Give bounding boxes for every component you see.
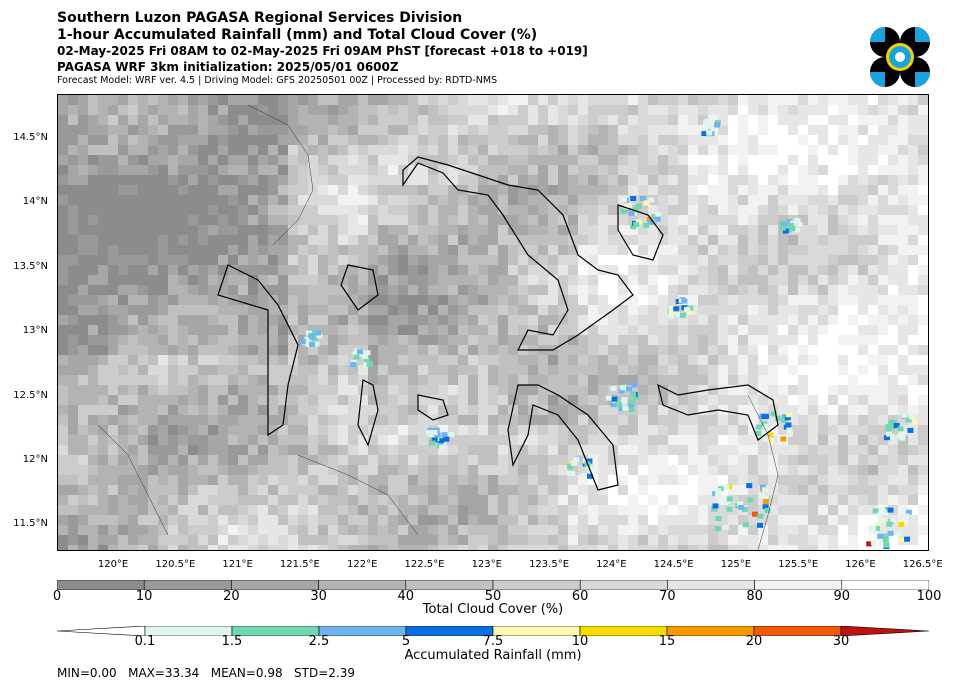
rainfall-swatch	[753, 626, 842, 636]
longitude-label: 122°E	[346, 559, 378, 570]
cloud-cover-swatch	[492, 580, 581, 590]
latitude-label: 13°N	[22, 325, 48, 337]
rainfall-under-swatch	[57, 626, 146, 636]
longitude-label: 123°E	[471, 559, 502, 570]
cloud-cover-field	[58, 95, 928, 550]
latitude-label: 12.5°N	[13, 389, 48, 401]
coastlines	[217, 156, 779, 491]
cloud-cover-swatch	[405, 580, 494, 590]
cloud-cover-swatch	[318, 580, 407, 590]
cloud-cover-tick: 80	[746, 589, 763, 604]
rainfall-tick: 0.1	[134, 634, 156, 649]
pagasa-logo	[870, 27, 930, 87]
rainfall-tick: 30	[832, 634, 850, 649]
rainfall-tick: 5	[401, 634, 411, 649]
boundary-lines	[97, 104, 779, 550]
rainfall-swatch	[318, 626, 407, 636]
longitude-label: 126.5°E	[902, 559, 943, 570]
map-subtitle: 1-hour Accumulated Rainfall (mm) and Tot…	[57, 27, 538, 43]
latitude-label: 13.5°N	[13, 260, 48, 272]
rainfall-tick: 10	[571, 634, 589, 649]
statistics-summary: MIN=0.00 MAX=33.34 MEAN=0.98 STD=2.39	[57, 666, 356, 680]
latitude-label: 11.5°N	[13, 518, 48, 530]
latitude-label: 14.5°N	[13, 132, 48, 144]
rainfall-swatch	[492, 626, 581, 636]
cloud-cover-tick: 90	[833, 589, 851, 604]
cloud-cover-tick: 20	[223, 589, 240, 604]
rainfall-over-swatch	[840, 626, 929, 636]
cloud-cover-tick: 40	[397, 589, 415, 604]
rainfall-tick: 2.5	[308, 634, 330, 649]
longitude-label: 122.5°E	[404, 559, 445, 570]
cloud-cover-tick: 70	[659, 589, 676, 604]
rainfall-tick: 1.5	[221, 634, 243, 649]
cloud-cover-tick: 30	[310, 589, 327, 604]
cloud-cover-tick: 10	[135, 589, 153, 604]
rainfall-swatch	[144, 626, 233, 636]
cloud-cover-colorbar	[57, 580, 929, 590]
cloud-cover-swatch	[231, 580, 319, 590]
rainfall-swatch	[666, 626, 755, 636]
longitude-label: 123.5°E	[529, 559, 570, 570]
cloud-cover-title: Total Cloud Cover (%)	[422, 602, 564, 617]
rainfall-swatch	[405, 626, 494, 636]
model-initialization: PAGASA WRF 3km initialization: 2025/05/0…	[57, 60, 399, 74]
longitude-label: 120.5°E	[155, 559, 196, 570]
cloud-cover-swatch	[143, 580, 232, 590]
longitude-label: 121.5°E	[279, 559, 320, 570]
cloud-cover-swatch	[667, 580, 755, 590]
longitude-label: 124°E	[596, 559, 627, 570]
latitude-label: 14°N	[22, 196, 48, 208]
cloud-cover-tick: 50	[484, 589, 502, 604]
cloud-cover-tick: 100	[916, 589, 942, 604]
longitude-label: 126°E	[845, 559, 876, 570]
map-title: Southern Luzon PAGASA Regional Services …	[57, 10, 463, 26]
forecast-period: 02-May-2025 Fri 08AM to 02-May-2025 Fri …	[57, 44, 588, 58]
longitude-label: 121°E	[222, 559, 253, 570]
model-credits: Forecast Model: WRF ver. 4.5 | Driving M…	[57, 75, 498, 86]
cloud-cover-swatch	[754, 580, 843, 590]
latitude-label: 12°N	[22, 453, 48, 465]
longitude-label: 120°E	[97, 559, 129, 570]
longitude-label: 124.5°E	[653, 559, 694, 570]
cloud-cover-swatch	[57, 580, 145, 590]
cloud-cover-tick: 0	[52, 589, 62, 604]
rainfall-cloud-map	[57, 94, 929, 551]
rainfall-tick: 20	[745, 634, 763, 649]
cloud-cover-swatch	[579, 580, 668, 590]
rainfall-tick: 15	[658, 634, 676, 649]
cloud-cover-tick: 60	[571, 589, 589, 604]
rainfall-swatch	[579, 626, 668, 636]
longitude-label: 125.5°E	[778, 559, 819, 570]
rainfall-swatch	[231, 626, 320, 636]
longitude-label: 125°E	[720, 559, 752, 570]
rainfall-title: Accumulated Rainfall (mm)	[404, 648, 582, 663]
rainfall-tick: 7.5	[482, 634, 504, 649]
rainfall-colorbar	[57, 626, 929, 636]
